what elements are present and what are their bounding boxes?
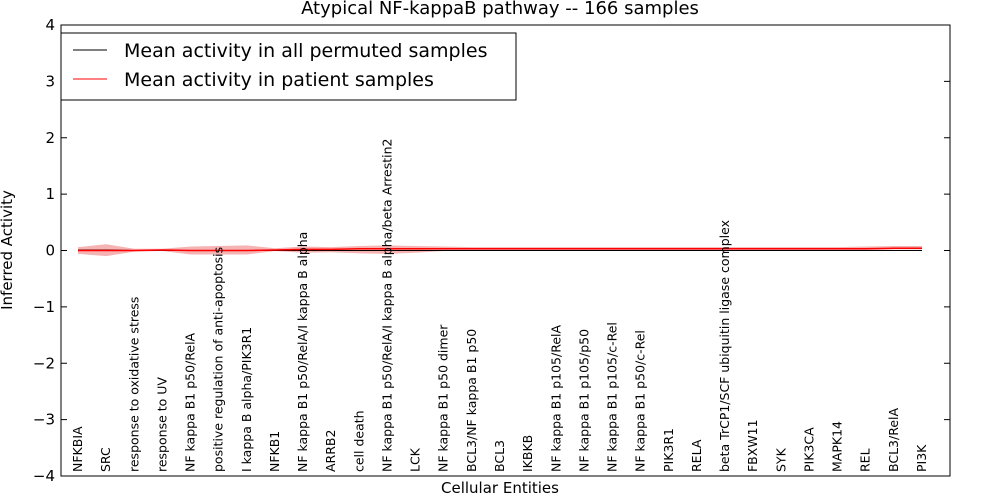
category-label: NF kappa B1 p105/c-Rel xyxy=(605,322,620,472)
category-label: cell death xyxy=(351,410,366,472)
category-label: I kappa B alpha/PIK3R1 xyxy=(239,327,254,472)
category-label: LCK xyxy=(408,447,423,472)
y-tick-label: 4 xyxy=(45,16,55,34)
category-label: response to oxidative stress xyxy=(126,297,141,472)
category-label: SRC xyxy=(98,447,113,472)
category-label: ARRB2 xyxy=(323,430,338,472)
category-label: BCL3 xyxy=(492,440,507,472)
x-axis-label: Cellular Entities xyxy=(441,479,559,497)
category-label: PIK3CA xyxy=(801,427,816,472)
legend: Mean activity in all permuted samples Me… xyxy=(60,32,517,101)
category-label: BCL3/RelA xyxy=(886,408,901,472)
legend-box xyxy=(60,32,517,101)
y-tick-label: 2 xyxy=(45,129,55,147)
category-label: NFKB1 xyxy=(267,431,282,472)
category-label: SYK xyxy=(773,447,788,472)
y-tick-label: −1 xyxy=(33,298,55,316)
category-label: NF kappa B1 p50 dimer xyxy=(436,324,451,472)
category-label: NF kappa B1 p105/RelA xyxy=(548,325,563,472)
category-label: beta TrCP1/SCF ubiquitin ligase complex xyxy=(717,220,732,472)
category-label: NF kappa B1 p50/RelA/I kappa B alpha xyxy=(295,232,310,472)
y-tick-label: −3 xyxy=(33,411,55,429)
category-label: positive regulation of anti-apoptosis xyxy=(211,247,226,472)
category-label: NF kappa B1 p105/p50 xyxy=(576,329,591,472)
y-tick-label: 0 xyxy=(45,242,55,260)
series-line-patient xyxy=(78,247,922,252)
y-axis-label: Inferred Activity xyxy=(0,190,16,310)
category-label: REL xyxy=(858,448,873,472)
chart-title: Atypical NF-kappaB pathway -- 166 sample… xyxy=(301,0,699,19)
legend-label-permuted: Mean activity in all permuted samples xyxy=(124,40,487,62)
category-label: IKBKB xyxy=(520,435,535,472)
category-label: NFKBIA xyxy=(70,426,85,472)
category-label: PI3K xyxy=(914,444,929,472)
category-label: RELA xyxy=(689,439,704,472)
y-tick-label: 3 xyxy=(45,72,55,90)
y-tick-label: 1 xyxy=(45,185,55,203)
category-label: response to UV xyxy=(154,377,169,472)
category-label: NF kappa B1 p50/RelA/I kappa B alpha/bet… xyxy=(379,139,394,473)
category-label: FBXW11 xyxy=(745,419,760,472)
y-tick-label: −2 xyxy=(33,354,55,372)
legend-label-patient: Mean activity in patient samples xyxy=(124,69,434,91)
category-label: MAPK14 xyxy=(830,421,845,472)
category-label: BCL3/NF kappa B1 p50 xyxy=(464,329,479,472)
category-label: PIK3R1 xyxy=(661,428,676,472)
y-tick-label: −4 xyxy=(33,467,55,485)
category-label: NF kappa B1 p50/RelA xyxy=(183,332,198,472)
category-label: NF kappa B1 p50/c-Rel xyxy=(633,330,648,472)
